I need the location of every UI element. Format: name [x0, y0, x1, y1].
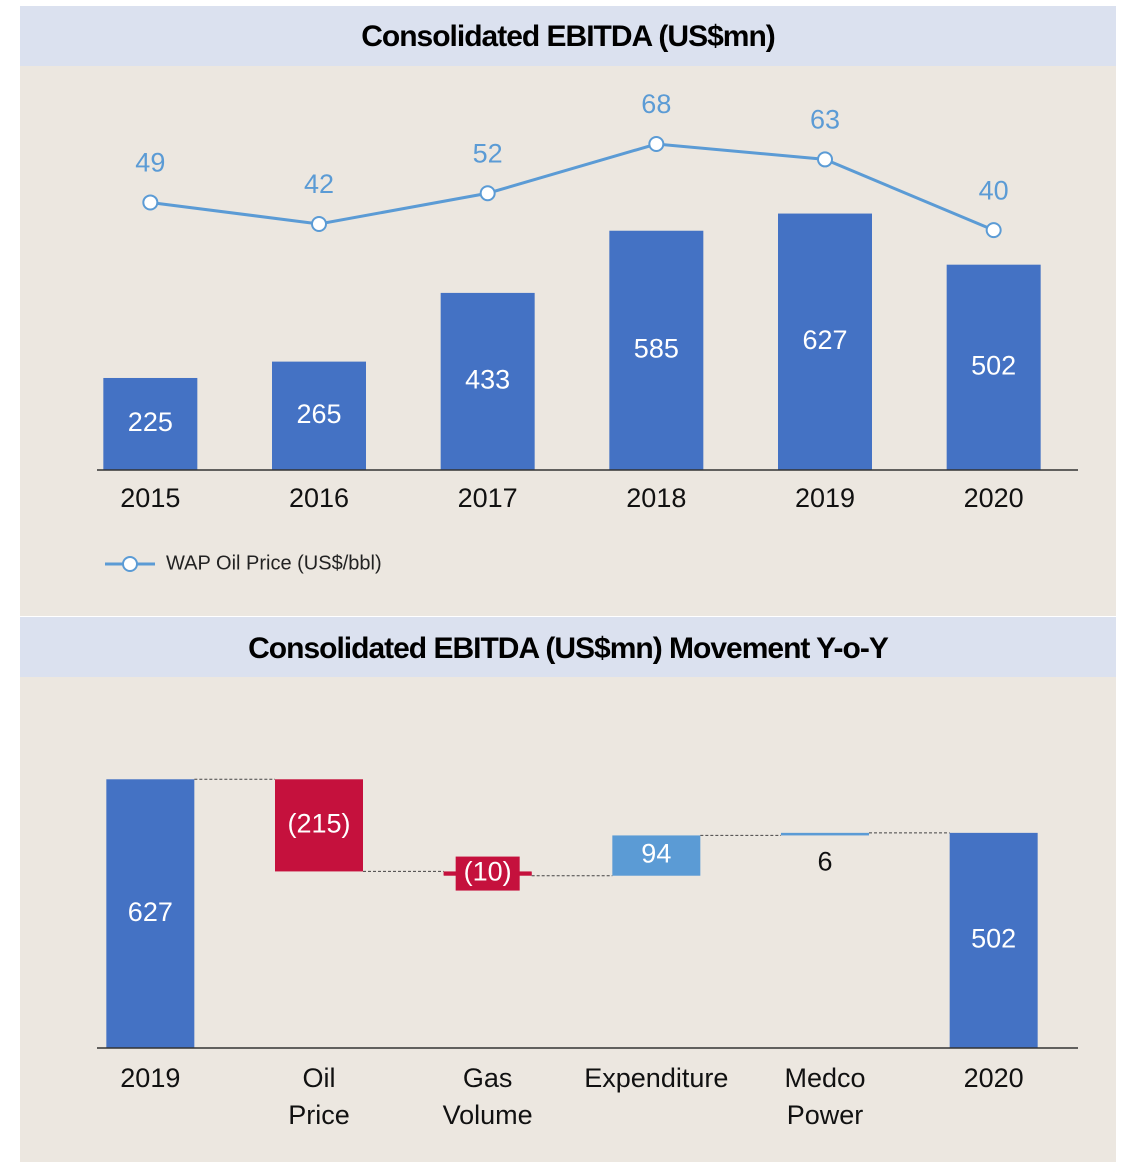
data-label: 502	[971, 350, 1016, 380]
marker	[142, 194, 159, 211]
panel	[20, 677, 1116, 1162]
line	[150, 142, 995, 232]
bar	[275, 779, 363, 872]
x-tick-label: Oil Price	[288, 1063, 350, 1130]
x-tick-label: 2016	[289, 483, 349, 513]
bar	[778, 213, 872, 470]
legend-label: WAP Oil Price (US$/bbl)	[166, 552, 382, 574]
data-label: 6	[817, 847, 832, 877]
x-tick-label: 2020	[964, 1063, 1024, 1093]
x-tick-label: 2019	[120, 1063, 180, 1093]
bar	[440, 292, 535, 470]
data-label: 585	[634, 333, 679, 363]
data-label: 627	[802, 325, 847, 355]
title-band	[20, 617, 1116, 677]
x-tick-label: Expenditure	[584, 1063, 728, 1093]
bar	[949, 832, 1038, 1048]
data-label: 94	[641, 839, 671, 869]
data-label: 68	[641, 89, 671, 119]
marker	[648, 136, 665, 153]
x-tick-label: 2018	[626, 483, 686, 513]
bar	[609, 230, 704, 470]
bar	[946, 264, 1041, 470]
bar	[781, 832, 869, 836]
marker	[985, 222, 1002, 239]
x-tick-label: 2019	[795, 483, 855, 513]
data-label: 265	[296, 399, 341, 429]
chart-title: Consolidated EBITDA (US$mn)	[361, 20, 775, 53]
panel	[20, 66, 1116, 616]
bar	[106, 779, 195, 1048]
x-tick-label: Medco Power	[784, 1063, 865, 1130]
x-tick-label: 2015	[120, 483, 180, 513]
label-box	[455, 856, 520, 891]
x-tick-label: 2017	[458, 483, 518, 513]
data-label: 63	[810, 105, 840, 135]
chart-title: Consolidated EBITDA (US$mn) Movement Y-o…	[248, 632, 889, 665]
data-label: 42	[304, 169, 334, 199]
data-label: 49	[135, 148, 165, 178]
data-label: 52	[473, 138, 503, 168]
data-label: 433	[465, 365, 510, 395]
x-tick-label: 2020	[964, 483, 1024, 513]
bar	[612, 835, 701, 876]
data-label: 502	[971, 924, 1016, 954]
bar	[103, 377, 198, 470]
data-label: (215)	[287, 808, 350, 838]
marker	[311, 215, 327, 232]
data-label: (10)	[464, 857, 512, 887]
legend-marker	[122, 556, 138, 572]
x-tick-label: Gas Volume	[443, 1063, 533, 1130]
title-band	[20, 6, 1116, 66]
marker	[817, 151, 833, 168]
data-label: 627	[128, 897, 173, 927]
marker	[479, 185, 496, 202]
bar	[272, 361, 366, 470]
data-label: 40	[979, 175, 1009, 205]
data-label: 225	[128, 407, 173, 437]
